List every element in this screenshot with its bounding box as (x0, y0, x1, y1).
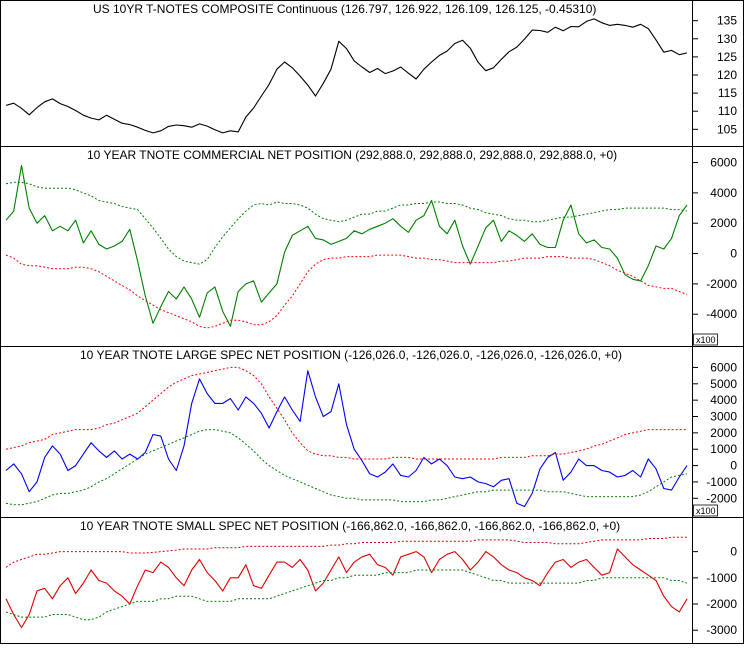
data-series-line (5, 370, 688, 508)
panel-title: US 10YR T-NOTES COMPOSITE Continuous (12… (93, 2, 596, 16)
y-tick-label: 4000 (710, 186, 737, 200)
band-line-2 (5, 254, 688, 329)
y-tick-label: 0 (730, 247, 737, 261)
data-series-line (5, 18, 688, 134)
band-line-2 (5, 569, 688, 621)
y-tick-label: 110 (718, 104, 737, 118)
y-tick-label: 125 (717, 50, 737, 64)
y-tick-label: -4000 (706, 307, 737, 321)
commercial-panel: 10 YEAR TNOTE COMMERCIAL NET POSITION (2… (0, 148, 744, 347)
panel-title: 10 YEAR TNOTE SMALL SPEC NET POSITION (-… (80, 519, 620, 533)
data-series-line (5, 548, 688, 629)
y-tick-label: -1000 (706, 475, 737, 489)
band-line-2 (5, 429, 688, 506)
band-line-1 (5, 181, 688, 265)
y-tick-label: 130 (717, 32, 737, 46)
y-tick-label: -2000 (706, 597, 737, 611)
y-tick-label: 135 (717, 14, 737, 28)
unit-label: x100 (696, 335, 716, 345)
band-line-1 (5, 536, 687, 568)
small-spec-panel: 10 YEAR TNOTE SMALL SPEC NET POSITION (-… (5, 519, 737, 637)
price-panel: US 10YR T-NOTES COMPOSITE Continuous (12… (0, 2, 744, 147)
y-tick-label: 5000 (710, 377, 737, 391)
panel-title: 10 YEAR TNOTE LARGE SPEC NET POSITION (-… (80, 348, 622, 362)
y-tick-label: 2000 (710, 426, 737, 440)
y-tick-label: 120 (717, 68, 737, 82)
unit-box (693, 333, 718, 346)
y-tick-label: 115 (718, 86, 737, 100)
band-line-1 (5, 366, 687, 460)
y-tick-label: 4000 (710, 393, 737, 407)
y-tick-label: 0 (730, 545, 737, 559)
unit-label: x100 (696, 506, 716, 516)
panel-title: 10 YEAR TNOTE COMMERCIAL NET POSITION (2… (87, 148, 617, 162)
y-tick-label: 3000 (710, 410, 737, 424)
y-tick-label: 2000 (710, 216, 737, 230)
unit-box (693, 504, 718, 517)
y-tick-label: 6000 (710, 156, 737, 170)
y-tick-label: 1000 (710, 442, 737, 456)
y-tick-label: -3000 (706, 623, 737, 637)
y-tick-label: -2000 (706, 491, 737, 505)
y-tick-label: 105 (717, 122, 737, 136)
y-tick-label: -2000 (706, 277, 737, 291)
data-series-line (5, 165, 688, 327)
y-tick-label: 6000 (710, 360, 737, 374)
y-tick-label: -1000 (706, 571, 737, 585)
large-spec-panel: 10 YEAR TNOTE LARGE SPEC NET POSITION (-… (0, 348, 744, 518)
y-tick-label: 0 (730, 459, 737, 473)
